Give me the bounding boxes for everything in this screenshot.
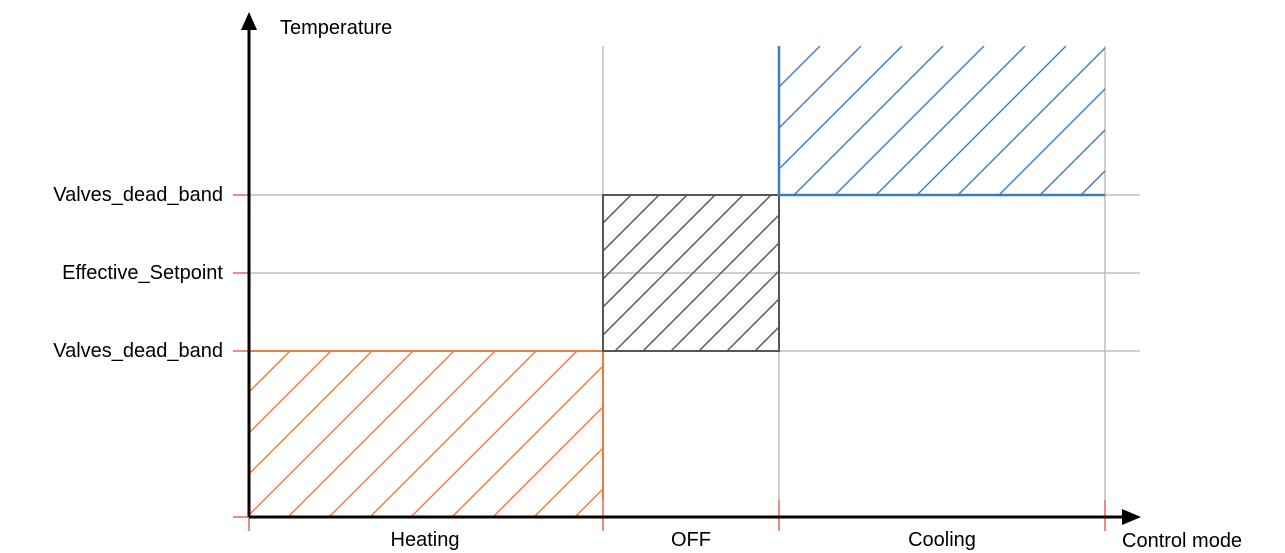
heating-hatch-line <box>249 351 414 516</box>
off-region <box>603 195 779 352</box>
mode-label-cooling: Cooling <box>908 529 976 551</box>
heating-region-border <box>249 350 604 517</box>
cooling-hatch-line <box>916 46 1067 196</box>
cooling-hatch-line <box>1080 170 1105 196</box>
heating-hatch-line <box>249 351 250 352</box>
cooling-hatch-line <box>793 46 944 196</box>
mode-label-heating: Heating <box>390 529 460 551</box>
cooling-region-border <box>777 46 1105 197</box>
off-hatch-line <box>603 195 716 308</box>
off-region-border <box>602 194 780 352</box>
y-axis-arrow <box>241 12 257 30</box>
heating-hatch-line <box>328 351 496 517</box>
heating-hatch-line <box>574 489 602 517</box>
heating-hatch-line <box>616 351 782 517</box>
x-axis-title: Control mode <box>1122 530 1243 552</box>
y-ticks <box>233 194 249 518</box>
heating-hatch-line <box>287 351 455 517</box>
heating-hatch-line <box>249 351 373 475</box>
heating-hatch-line <box>451 366 602 517</box>
cooling-hatch-line <box>779 46 862 129</box>
cooling-hatch-line <box>779 46 780 47</box>
cooling-hatch-line <box>834 46 985 196</box>
off-hatch-line <box>642 214 779 352</box>
heating-hatch-line <box>533 448 602 517</box>
cooling-hatch-line <box>779 46 821 88</box>
level-label-lower: Valves_dead_band <box>53 340 223 362</box>
mode-label-off: OFF <box>671 529 711 551</box>
off-hatch-line <box>603 195 688 280</box>
heating-hatch-line <box>249 351 291 393</box>
level-label-upper: Valves_dead_band <box>53 184 223 206</box>
heating-hatch-line <box>492 407 602 517</box>
heating-region <box>249 351 782 517</box>
cooling-hatch-line <box>998 88 1105 196</box>
cooling-hatch-line <box>875 46 1026 196</box>
off-hatch-line <box>726 298 779 352</box>
heating-hatch-line <box>369 351 537 517</box>
cooling-hatch-line <box>1122 46 1271 195</box>
off-hatch-line <box>603 195 660 252</box>
cooling-region <box>779 46 1271 196</box>
off-hatch-line <box>614 195 772 352</box>
heating-hatch-line <box>249 351 332 434</box>
x-axis-arrow <box>1122 509 1141 525</box>
y-axis-title: Temperature <box>280 17 393 39</box>
off-hatch-line <box>698 270 779 352</box>
level-label-setpoint: Effective_Setpoint <box>62 262 223 284</box>
cooling-hatch-line <box>957 47 1105 196</box>
heating-hatch-line <box>410 351 578 517</box>
off-hatch-line <box>603 195 632 224</box>
off-hatch-line <box>603 195 744 336</box>
off-hatch-line <box>670 242 779 352</box>
cooling-hatch-line <box>1039 129 1105 196</box>
cooling-hatch-line <box>779 46 903 170</box>
